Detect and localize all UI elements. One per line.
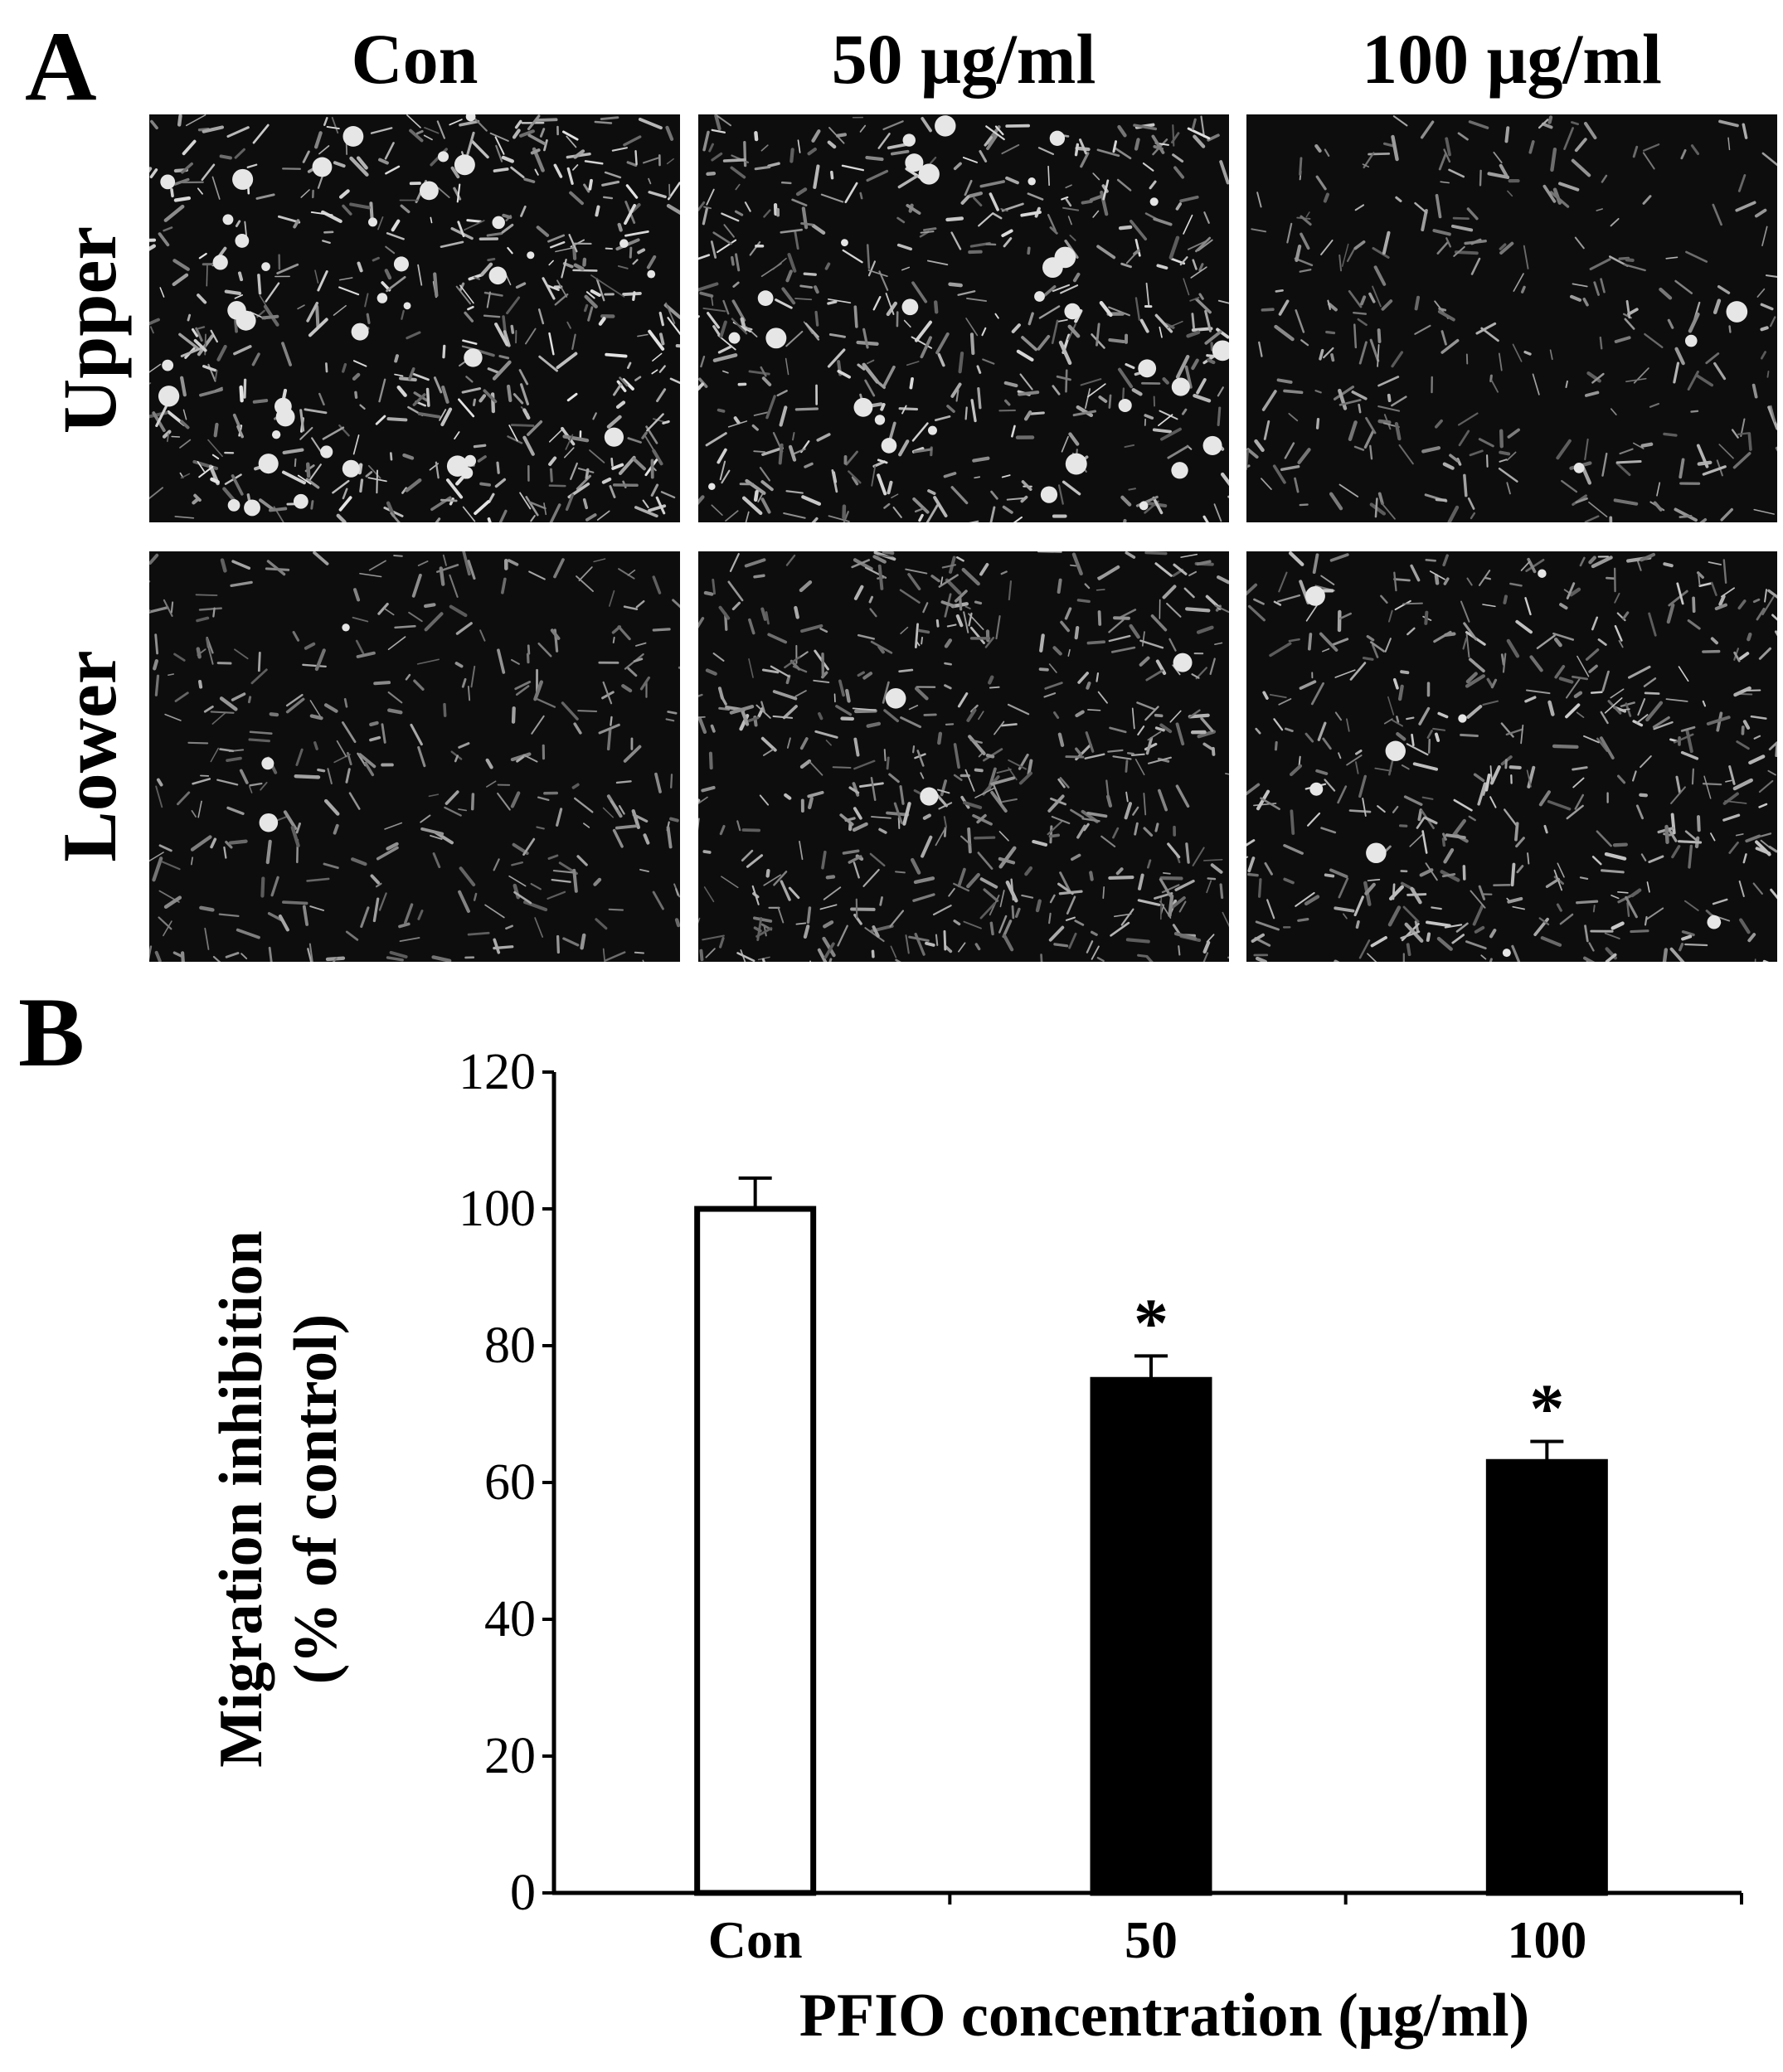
significance-marker: * <box>1529 1371 1564 1448</box>
x-axis-title: PFIO concentration (μg/ml) <box>799 1982 1529 2050</box>
micrograph-upper-con <box>149 114 680 522</box>
y-tick-label: 20 <box>484 1728 536 1784</box>
y-axis-title-line2: (% of control) <box>282 1314 350 1685</box>
y-tick-label: 80 <box>484 1317 536 1374</box>
x-tick-label: 100 <box>1507 1910 1586 1969</box>
column-label-100: 100 μg/ml <box>1362 19 1662 99</box>
bar-Con <box>694 1206 817 1896</box>
y-axis-title-line1: Migration inhibition <box>207 1230 275 1768</box>
y-tick-label: 0 <box>510 1865 536 1921</box>
x-tick-label: Con <box>708 1910 803 1969</box>
column-label-con: Con <box>351 19 479 99</box>
significance-marker: * <box>1134 1284 1168 1361</box>
micrograph-lower-100 <box>1246 551 1777 962</box>
y-tick-label: 60 <box>484 1454 536 1511</box>
bar-50 <box>1090 1376 1212 1896</box>
micrograph-lower-con <box>149 551 680 962</box>
micrograph-upper-100 <box>1246 114 1777 522</box>
micrograph-lower-50 <box>698 551 1229 962</box>
bar-100 <box>1485 1458 1608 1896</box>
micrograph-upper-50 <box>698 114 1229 522</box>
column-label-50: 50 μg/ml <box>831 19 1096 99</box>
panel-a-letter: A <box>25 11 97 121</box>
y-tick-label: 40 <box>484 1591 536 1647</box>
panel-b-letter: B <box>18 977 85 1087</box>
x-tick-label: 50 <box>1125 1910 1178 1969</box>
y-tick-label: 120 <box>459 1044 536 1100</box>
y-tick-label: 100 <box>459 1181 536 1237</box>
